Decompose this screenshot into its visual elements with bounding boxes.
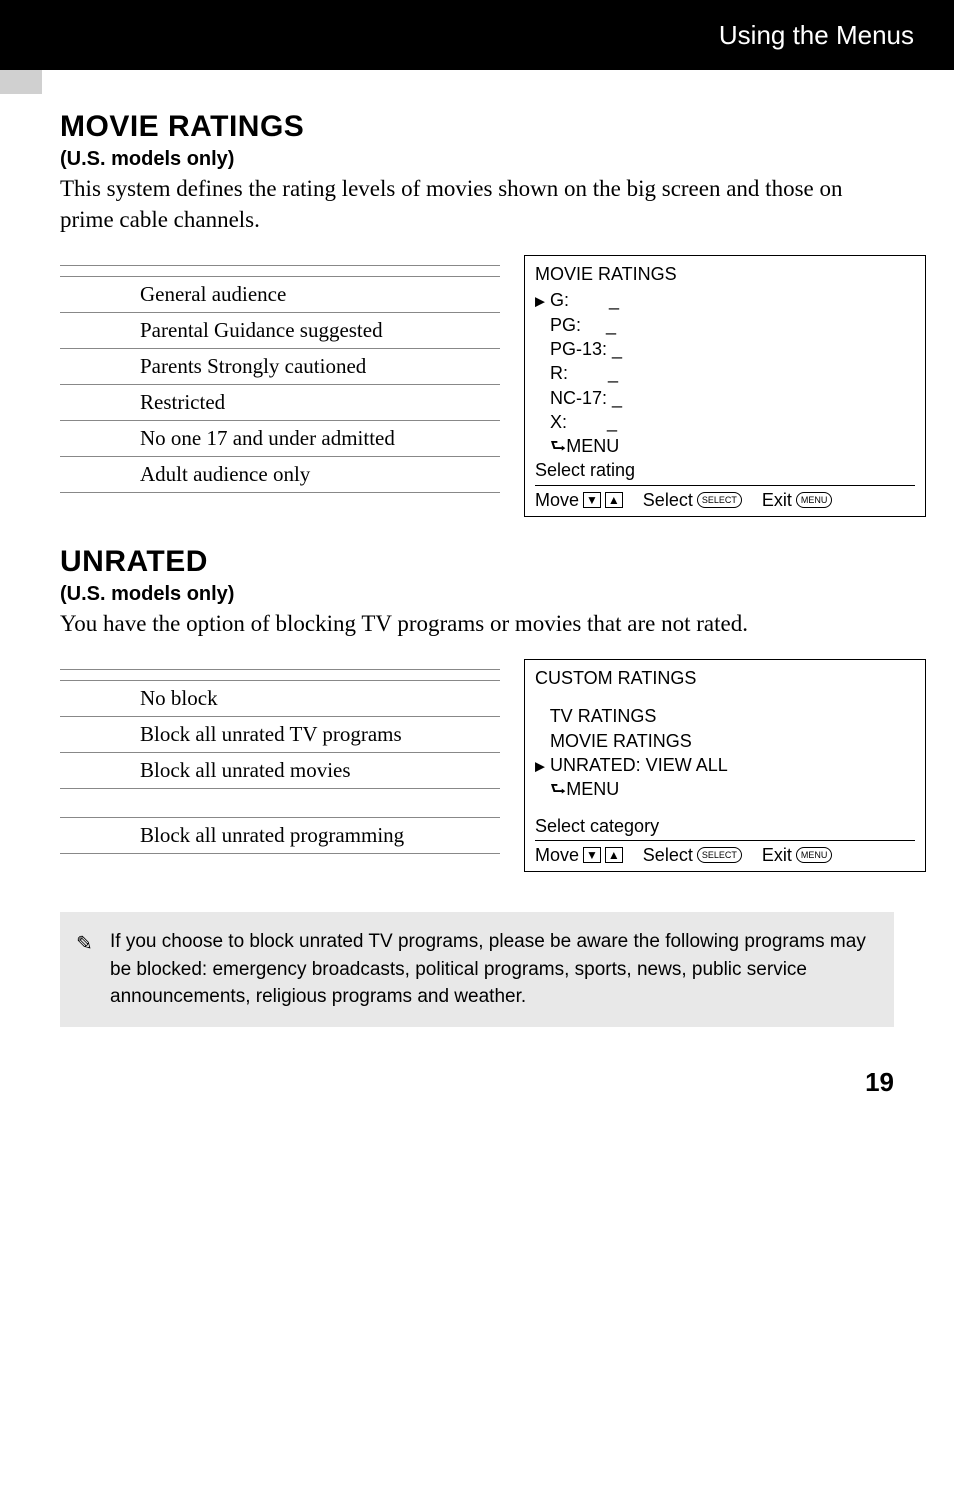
unrated-body: You have the option of blocking TV progr… <box>60 608 894 639</box>
table-row: No block <box>60 681 500 717</box>
unrated-heading: UNRATED <box>60 545 894 579</box>
movie-ratings-heading: MOVIE RATINGS <box>60 110 894 144</box>
osd-line: PG-13: _ <box>535 337 915 361</box>
osd-line: ▶ G: _ <box>535 288 915 312</box>
pencil-icon: ✎ <box>76 930 93 959</box>
menu-pill-icon: MENU <box>796 847 833 863</box>
osd-exit: Exit MENU <box>762 843 833 867</box>
note-text: If you choose to block unrated TV progra… <box>110 931 866 1007</box>
movie-ratings-subtitle: (U.S. models only) <box>60 148 894 171</box>
down-arrow-icon: ▼ <box>583 492 601 508</box>
osd-line: PG: _ <box>535 313 915 337</box>
down-arrow-icon: ▼ <box>583 847 601 863</box>
table-row: No one 17 and under admitted <box>60 421 500 457</box>
unrated-table: No block Block all unrated TV programs B… <box>60 659 500 854</box>
unrated-table-wrap: No block Block all unrated TV programs B… <box>60 659 500 854</box>
movie-ratings-osd: MOVIE RATINGS ▶ G: _ PG: _ PG-13: _ R: _… <box>524 255 926 517</box>
osd-line: TV RATINGS <box>535 704 915 728</box>
movie-ratings-row: General audience Parental Guidance sugge… <box>60 255 894 517</box>
table-row: Block all unrated movies <box>60 753 500 789</box>
osd-line: ▶ UNRATED: VIEW ALL <box>535 753 915 777</box>
header-bar: Using the Menus <box>0 0 954 70</box>
osd-line: ⮐MENU <box>535 434 915 458</box>
table-row: Parents Strongly cautioned <box>60 349 500 385</box>
return-icon: ⮐ <box>550 434 566 458</box>
osd-line: R: _ <box>535 361 915 385</box>
page-number: 19 <box>0 1047 954 1128</box>
up-arrow-icon: ▲ <box>605 492 623 508</box>
table-row: General audience <box>60 277 500 313</box>
table-row: Restricted <box>60 385 500 421</box>
unrated-osd-wrap: CUSTOM RATINGS TV RATINGS MOVIE RATINGS … <box>524 659 926 872</box>
menu-pill-icon: MENU <box>796 492 833 508</box>
movie-ratings-table-wrap: General audience Parental Guidance sugge… <box>60 255 500 493</box>
osd-select: Select SELECT <box>643 488 742 512</box>
up-arrow-icon: ▲ <box>605 847 623 863</box>
header-title: Using the Menus <box>719 20 914 51</box>
table-row: Block all unrated programming <box>60 818 500 854</box>
osd-controls: Move ▼▲ Select SELECT Exit MENU <box>535 485 915 512</box>
osd-select: Select SELECT <box>643 843 742 867</box>
return-icon: ⮐ <box>550 777 566 801</box>
select-pill-icon: SELECT <box>697 492 742 508</box>
osd-prompt: Select category <box>535 814 915 838</box>
osd-line: X: _ <box>535 410 915 434</box>
movie-ratings-table: General audience Parental Guidance sugge… <box>60 255 500 493</box>
table-row: Block all unrated TV programs <box>60 717 500 753</box>
osd-move: Move ▼▲ <box>535 843 623 867</box>
osd-title: MOVIE RATINGS <box>535 262 915 286</box>
osd-line: ⮐MENU <box>535 777 915 801</box>
header-tab-stub <box>0 70 42 94</box>
triangle-right-icon: ▶ <box>535 294 545 309</box>
unrated-row: No block Block all unrated TV programs B… <box>60 659 894 872</box>
osd-exit: Exit MENU <box>762 488 833 512</box>
movie-ratings-osd-wrap: MOVIE RATINGS ▶ G: _ PG: _ PG-13: _ R: _… <box>524 255 926 517</box>
table-row <box>60 789 500 818</box>
triangle-right-icon: ▶ <box>535 758 545 773</box>
osd-controls: Move ▼▲ Select SELECT Exit MENU <box>535 840 915 867</box>
note-box: ✎ If you choose to block unrated TV prog… <box>60 912 894 1027</box>
page-content: MOVIE RATINGS (U.S. models only) This sy… <box>0 70 954 1047</box>
table-row: Parental Guidance suggested <box>60 313 500 349</box>
osd-title: CUSTOM RATINGS <box>535 666 915 690</box>
movie-ratings-body: This system defines the rating levels of… <box>60 173 894 235</box>
osd-line: MOVIE RATINGS <box>535 729 915 753</box>
osd-move: Move ▼▲ <box>535 488 623 512</box>
select-pill-icon: SELECT <box>697 847 742 863</box>
osd-prompt: Select rating <box>535 458 915 482</box>
table-row: Adult audience only <box>60 457 500 493</box>
osd-line: NC-17: _ <box>535 386 915 410</box>
unrated-subtitle: (U.S. models only) <box>60 583 894 606</box>
unrated-osd: CUSTOM RATINGS TV RATINGS MOVIE RATINGS … <box>524 659 926 872</box>
